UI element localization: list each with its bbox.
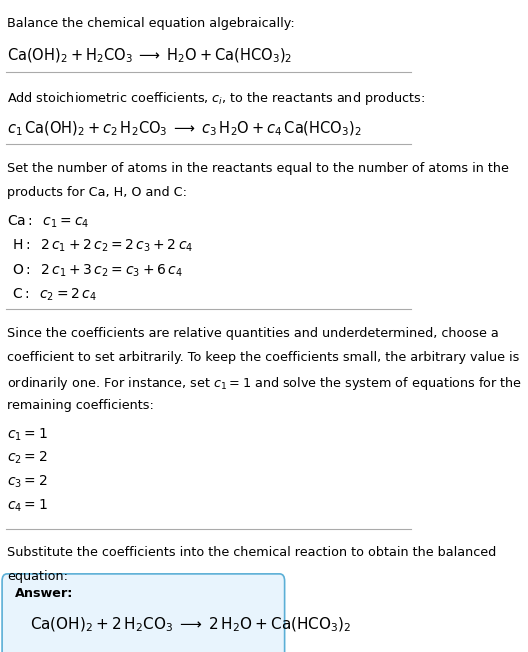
Text: equation:: equation: <box>7 570 68 584</box>
Text: $\mathrm{Ca(OH)_2 + 2\,H_2CO_3} \;\longrightarrow\; \mathrm{2\,H_2O + Ca(HCO_3)_: $\mathrm{Ca(OH)_2 + 2\,H_2CO_3} \;\longr… <box>30 615 352 634</box>
Text: Substitute the coefficients into the chemical reaction to obtain the balanced: Substitute the coefficients into the che… <box>7 546 496 559</box>
Text: Set the number of atoms in the reactants equal to the number of atoms in the: Set the number of atoms in the reactants… <box>7 162 509 175</box>
Text: $c_3 = 2$: $c_3 = 2$ <box>7 474 48 490</box>
Text: Add stoichiometric coefficients, $c_i$, to the reactants and products:: Add stoichiometric coefficients, $c_i$, … <box>7 89 425 107</box>
Text: $c_1 = 1$: $c_1 = 1$ <box>7 426 48 443</box>
Text: $c_4 = 1$: $c_4 = 1$ <box>7 497 48 514</box>
Text: remaining coefficients:: remaining coefficients: <box>7 399 154 412</box>
Text: ordinarily one. For instance, set $c_1 = 1$ and solve the system of equations fo: ordinarily one. For instance, set $c_1 =… <box>7 375 522 392</box>
Text: products for Ca, H, O and C:: products for Ca, H, O and C: <box>7 186 187 199</box>
Text: $c_1\,\mathrm{Ca(OH)_2} + c_2\,\mathrm{H_2CO_3} \;\longrightarrow\; c_3\,\mathrm: $c_1\,\mathrm{Ca(OH)_2} + c_2\,\mathrm{H… <box>7 119 362 138</box>
Text: Since the coefficients are relative quantities and underdetermined, choose a: Since the coefficients are relative quan… <box>7 327 499 340</box>
Text: $\mathrm{C:}\;\;c_2 = 2\,c_4$: $\mathrm{C:}\;\;c_2 = 2\,c_4$ <box>12 287 97 303</box>
Text: $\mathrm{Ca:}\;\;c_1 = c_4$: $\mathrm{Ca:}\;\;c_1 = c_4$ <box>7 213 89 230</box>
FancyBboxPatch shape <box>2 574 285 652</box>
Text: Balance the chemical equation algebraically:: Balance the chemical equation algebraica… <box>7 17 295 30</box>
Text: $\mathrm{O:}\;\;2\,c_1 + 3\,c_2 = c_3 + 6\,c_4$: $\mathrm{O:}\;\;2\,c_1 + 3\,c_2 = c_3 + … <box>12 262 183 279</box>
Text: coefficient to set arbitrarily. To keep the coefficients small, the arbitrary va: coefficient to set arbitrarily. To keep … <box>7 351 520 364</box>
Text: $\mathrm{Ca(OH)_2 + H_2CO_3} \;\longrightarrow\; \mathrm{H_2O + Ca(HCO_3)_2}$: $\mathrm{Ca(OH)_2 + H_2CO_3} \;\longrigh… <box>7 47 293 65</box>
Text: $c_2 = 2$: $c_2 = 2$ <box>7 450 48 466</box>
Text: $\mathrm{H:}\;\;2\,c_1 + 2\,c_2 = 2\,c_3 + 2\,c_4$: $\mathrm{H:}\;\;2\,c_1 + 2\,c_2 = 2\,c_3… <box>12 238 193 254</box>
Text: Answer:: Answer: <box>14 587 73 600</box>
